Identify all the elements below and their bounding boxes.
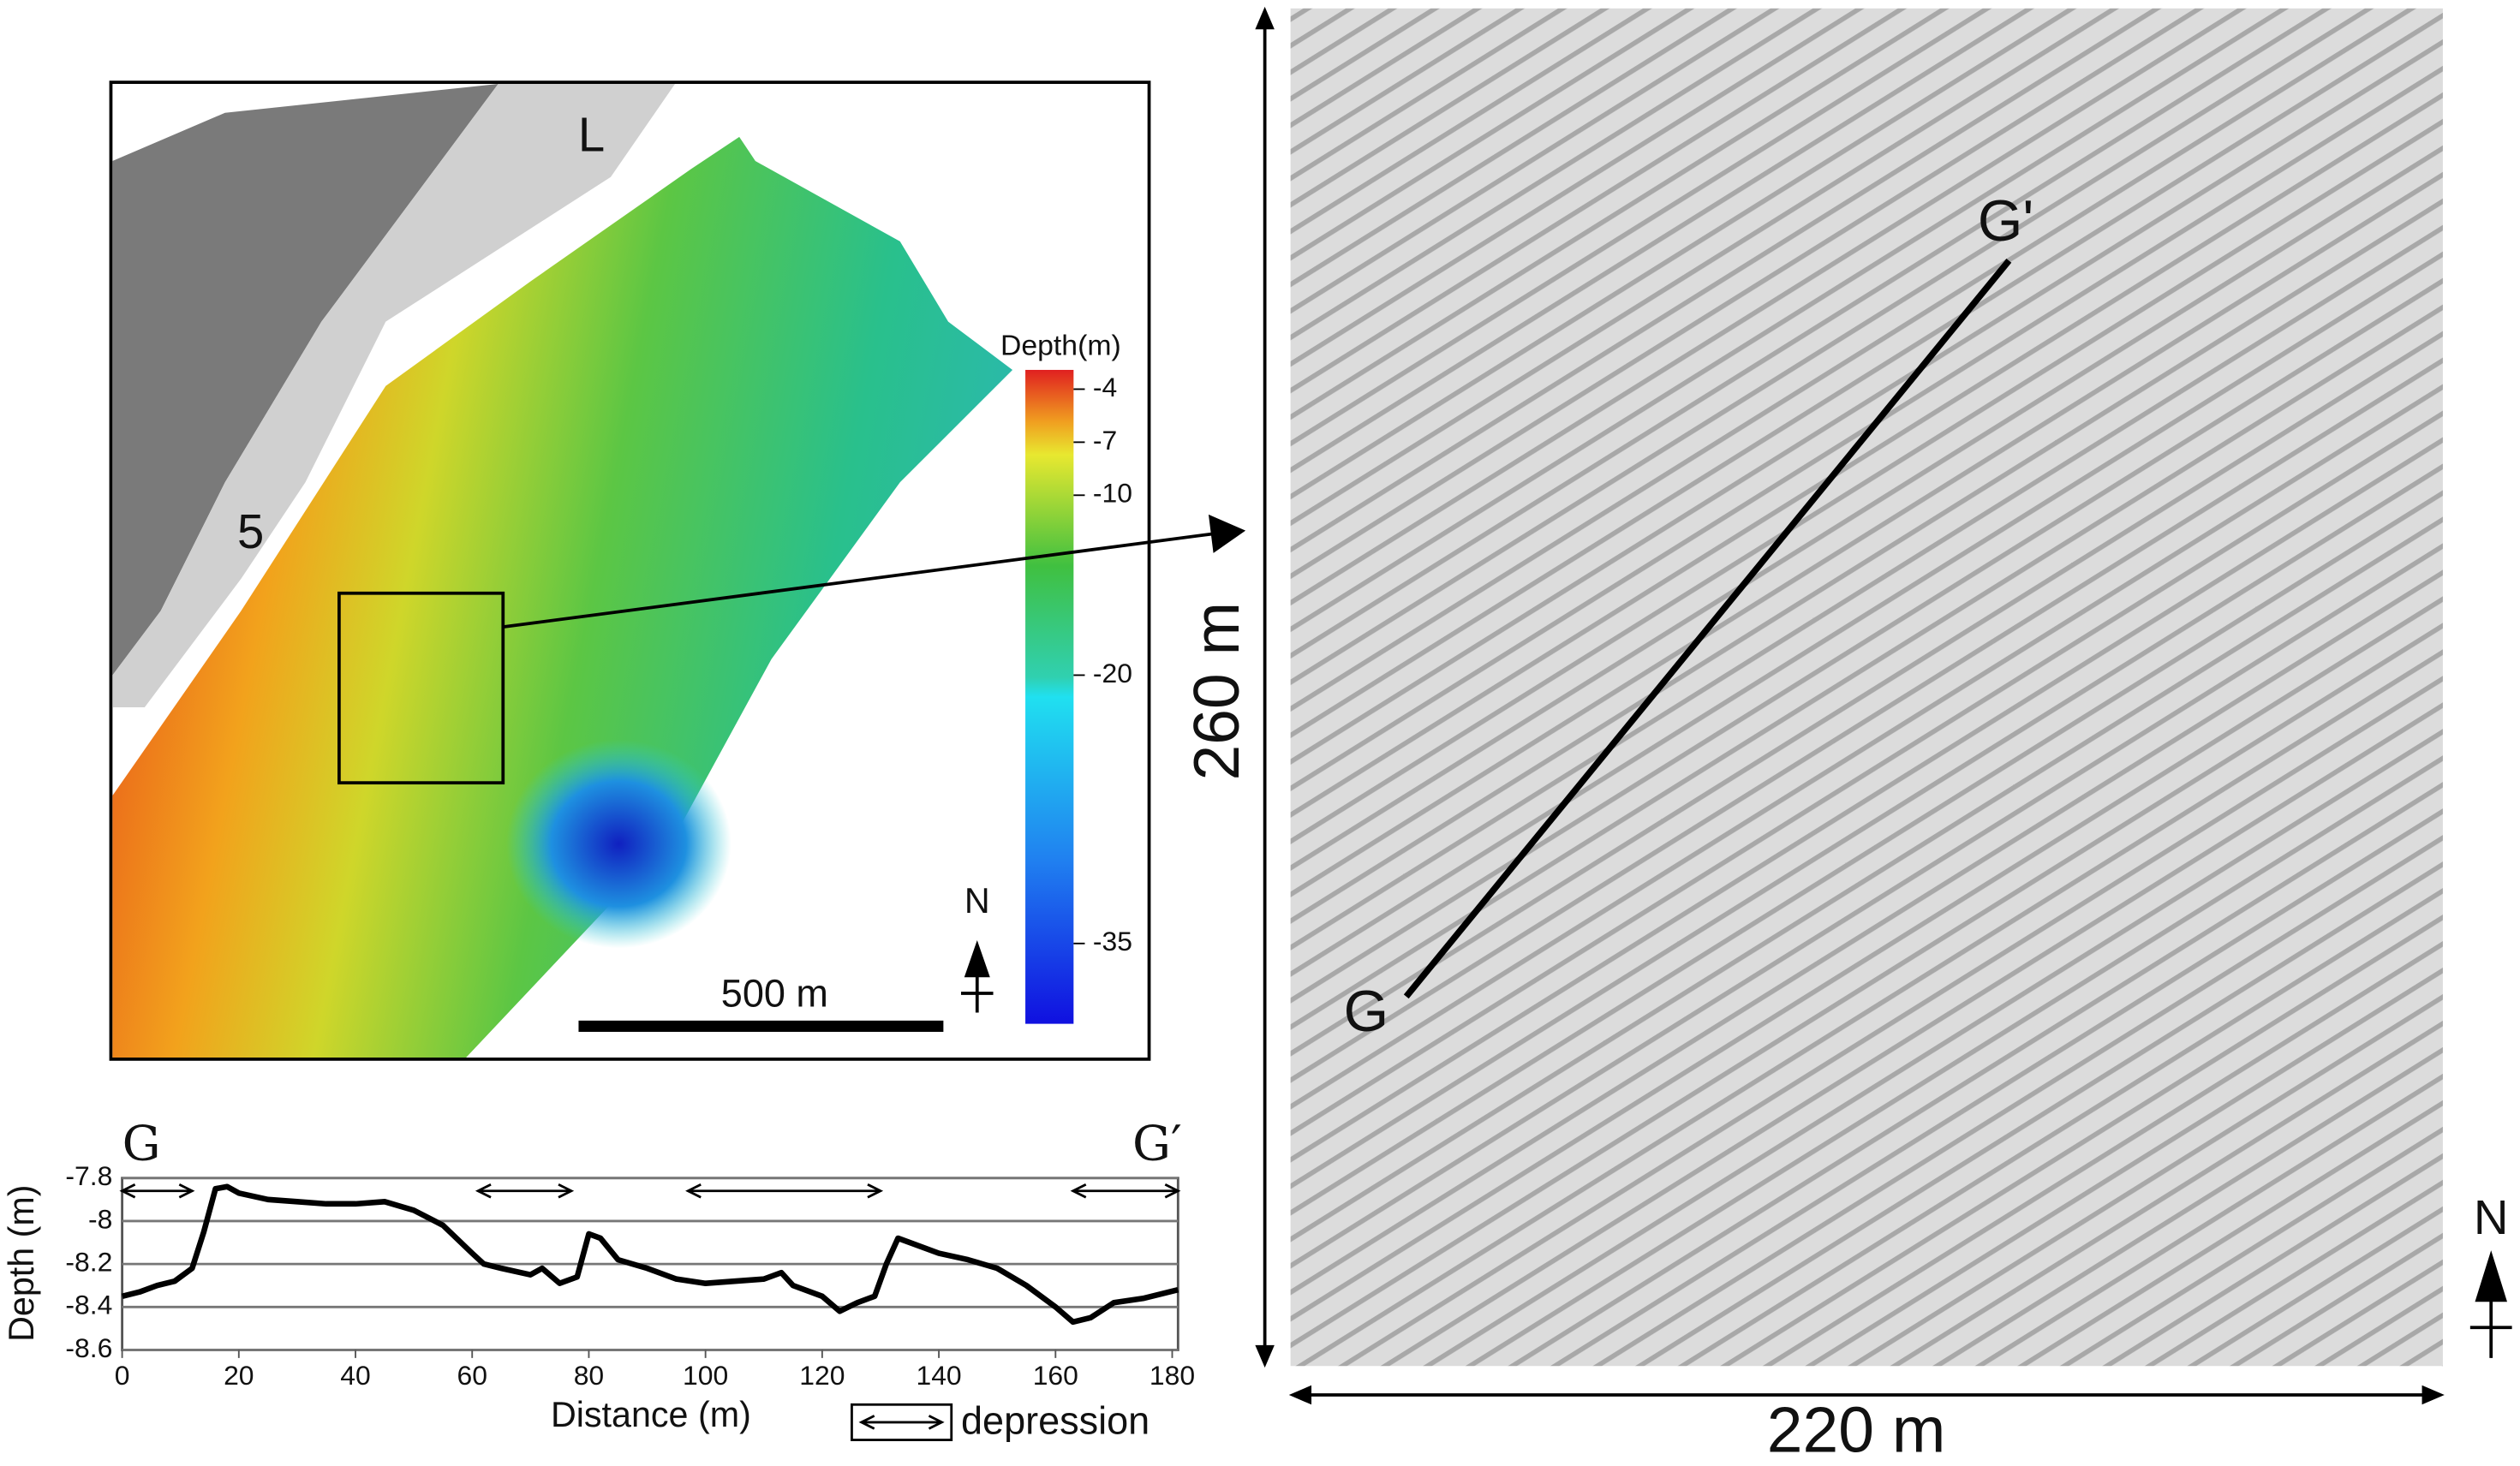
scale-label: 500 m	[721, 972, 828, 1016]
dimension-label: 260 m	[1180, 602, 1252, 781]
shaded-relief	[1290, 8, 2443, 1367]
bathymetry-map	[109, 80, 1246, 1061]
north-arrow	[2475, 1250, 2507, 1302]
land	[112, 83, 499, 676]
x-tick-label: 0	[115, 1360, 130, 1391]
north-label: N	[2474, 1190, 2509, 1244]
scale-bar	[578, 1020, 944, 1032]
x-axis-label: Distance (m)	[551, 1395, 751, 1434]
inset-arrow	[503, 532, 1214, 629]
profile-line	[1403, 258, 2012, 999]
y-tick-label: -8.2	[65, 1247, 112, 1278]
north-label: N	[964, 881, 990, 921]
arrow-head	[858, 1415, 945, 1430]
beach	[112, 83, 676, 707]
point-label: G'	[1978, 189, 2033, 253]
x-tick-label: 140	[916, 1360, 961, 1391]
colorbar	[1025, 369, 1074, 1024]
detail-map	[1255, 6, 2512, 1405]
colorbar-tick-label: -7	[1093, 425, 1117, 456]
arrow-head	[1208, 514, 1246, 553]
y-tick-label: -8.4	[65, 1290, 112, 1320]
arrow-head	[1255, 1344, 1275, 1368]
seafloor	[112, 136, 1013, 1058]
colorbar-tick-label: -20	[1093, 658, 1132, 688]
inset-box	[337, 591, 505, 785]
arrow-head	[1288, 1385, 1312, 1405]
x-tick-label: 60	[457, 1360, 487, 1391]
north-arrow	[964, 940, 990, 978]
colorbar-tick-label: -4	[1093, 372, 1117, 402]
x-tick-label: 80	[574, 1360, 604, 1391]
y-tick-label: -7.8	[65, 1160, 112, 1191]
x-tick-label: 120	[799, 1360, 845, 1391]
map-label: L	[578, 108, 605, 162]
arrow-head	[685, 1183, 884, 1199]
map-label: 5	[237, 504, 264, 558]
arrow-head	[2421, 1385, 2445, 1405]
y-axis-label: Depth (m)	[2, 1184, 41, 1341]
legend-label: depression	[961, 1399, 1150, 1443]
x-tick-label: 160	[1033, 1360, 1078, 1391]
deep-area	[506, 739, 732, 949]
colorbar-tick-label: -35	[1093, 926, 1132, 956]
start-label: G	[122, 1117, 161, 1172]
point-label: G	[1344, 980, 1389, 1044]
arrow-head	[119, 1183, 195, 1199]
x-tick-label: 180	[1150, 1360, 1195, 1391]
colorbar-tick-label: -10	[1093, 478, 1132, 509]
profile-line	[121, 1183, 1179, 1326]
arrow-head	[1070, 1183, 1181, 1199]
arrow-head	[475, 1183, 575, 1199]
dimension-label: 220 m	[1767, 1394, 1946, 1466]
arrow-head	[1255, 6, 1275, 30]
y-tick-label: -8	[88, 1203, 112, 1234]
x-tick-label: 40	[340, 1360, 370, 1391]
legend-box	[851, 1403, 953, 1441]
colorbar-title: Depth(m)	[1000, 330, 1121, 362]
x-tick-label: 20	[224, 1360, 254, 1391]
end-label: G′	[1132, 1117, 1182, 1172]
y-tick-label: -8.6	[65, 1332, 112, 1363]
x-tick-label: 100	[683, 1360, 728, 1391]
